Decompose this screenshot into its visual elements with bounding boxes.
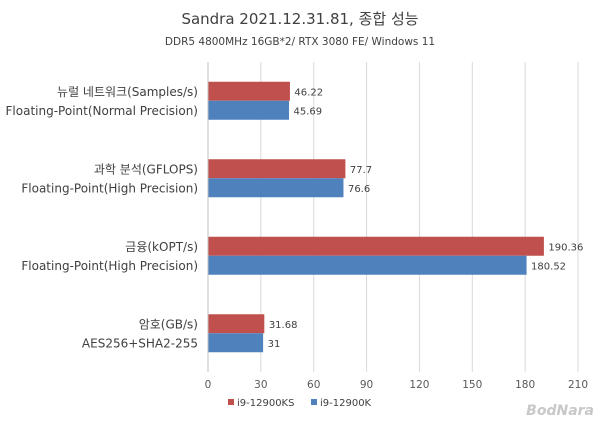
x-tick-label: 60 <box>307 379 320 391</box>
x-tick-label: 90 <box>360 379 373 391</box>
data-label: 180.52 <box>531 261 566 272</box>
bars-group: 46.22 45.69 77.7 76.6 190.36 180.52 31.68 31 <box>208 81 583 353</box>
data-label: 77.7 <box>350 165 372 176</box>
category-label-line2: Floating-Point(High Precision) <box>21 181 198 195</box>
bar-i9-12900ks-1 <box>208 159 346 179</box>
data-label: 190.36 <box>548 242 583 253</box>
legend-label: i9-12900KS <box>237 398 294 409</box>
category-labels: 뉴럴 네트워크(Samples/s) Floating-Point(Normal … <box>6 85 198 351</box>
bar-i9-12900ks-3 <box>208 314 265 334</box>
bar-i9-12900k-3 <box>208 333 264 353</box>
watermark-logo: BodNara <box>526 403 594 419</box>
bar-i9-12900ks-2 <box>208 236 544 256</box>
legend-swatch <box>228 399 234 405</box>
category-label-line2: Floating-Point(Normal Precision) <box>6 104 198 118</box>
x-tick-label: 30 <box>254 379 267 391</box>
x-tick-label: 120 <box>409 379 429 391</box>
category-label-line2: Floating-Point(High Precision) <box>21 259 198 273</box>
data-label: 45.69 <box>294 106 323 117</box>
data-label: 46.22 <box>294 87 323 98</box>
bar-i9-12900k-0 <box>208 100 290 120</box>
x-tick-label: 150 <box>462 379 482 391</box>
data-label: 31 <box>268 339 281 350</box>
category-label-line1: 과학 분석(GFLOPS) <box>94 162 198 176</box>
x-axis-ticks: 0 30 60 90 120 150 180 210 <box>205 379 588 391</box>
data-label: 31.68 <box>269 320 298 331</box>
category-label-line1: 뉴럴 네트워크(Samples/s) <box>57 85 198 99</box>
chart-title: Sandra 2021.12.31.81, 종합 성능 <box>181 10 418 28</box>
category-label-line2: AES256+SHA2-255 <box>82 336 198 350</box>
x-tick-label: 210 <box>568 379 588 391</box>
bar-i9-12900k-1 <box>208 178 344 198</box>
chart-subtitle: DDR5 4800MHz 16GB*2/ RTX 3080 FE/ Window… <box>165 36 435 48</box>
legend-swatch <box>311 399 317 405</box>
category-label-line1: 암호(GB/s) <box>139 317 198 331</box>
data-label: 76.6 <box>348 184 370 195</box>
x-tick-label: 0 <box>205 379 212 391</box>
category-label-line1: 금융(kOPT/s) <box>125 240 198 254</box>
x-tick-label: 180 <box>515 379 535 391</box>
legend-label: i9-12900K <box>320 398 372 409</box>
bar-i9-12900k-2 <box>208 255 527 275</box>
legend: i9-12900KS i9-12900K <box>228 398 372 409</box>
bar-i9-12900ks-0 <box>208 81 290 101</box>
